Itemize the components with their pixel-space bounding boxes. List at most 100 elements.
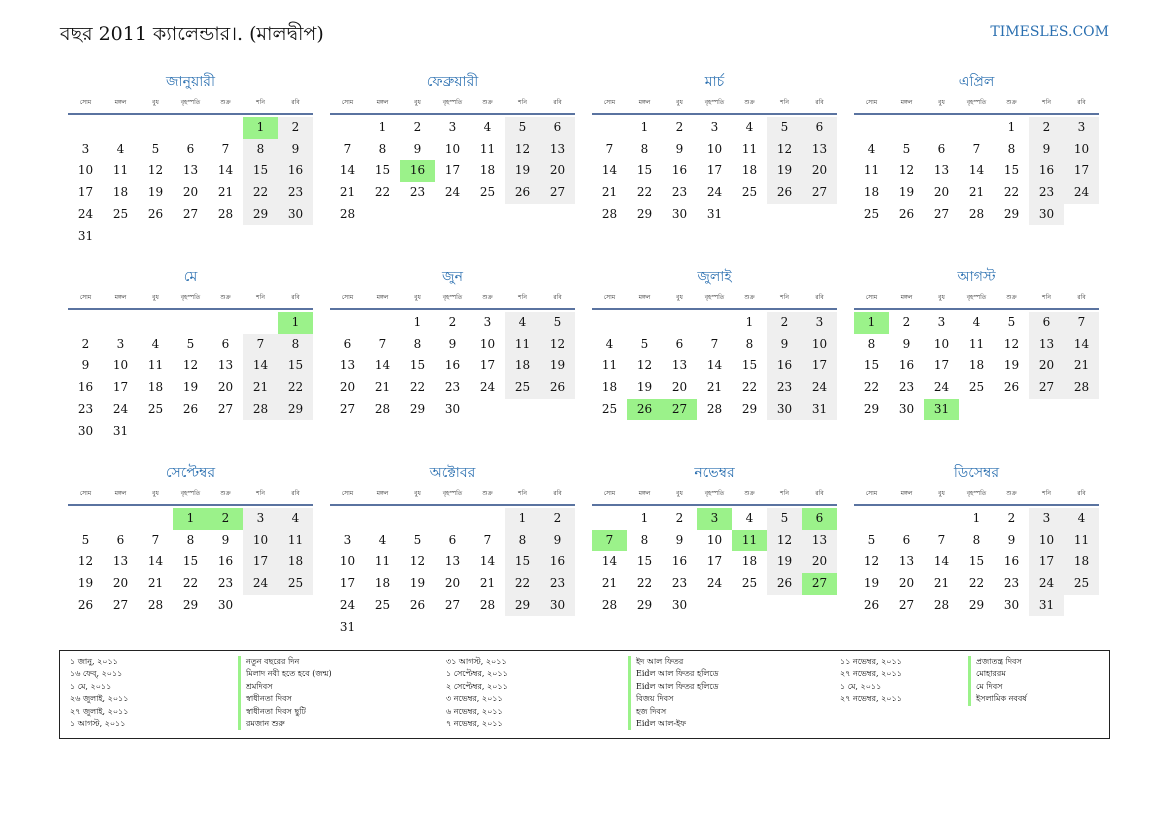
day-cell[interactable]: 17 — [933, 358, 950, 373]
day-cell[interactable]: 26 — [1003, 380, 1020, 395]
day-cell[interactable]: 15 — [243, 160, 278, 183]
day-cell[interactable]: 5 — [540, 312, 575, 334]
holiday-day-cell[interactable]: 7 — [592, 529, 627, 552]
day-cell[interactable]: 27 — [339, 401, 356, 416]
day-cell[interactable]: 25 — [863, 206, 880, 221]
day-cell[interactable]: 23 — [217, 576, 234, 591]
day-cell[interactable]: 30 — [444, 401, 461, 416]
day-cell[interactable]: 2 — [1029, 117, 1064, 139]
day-cell[interactable]: 18 — [278, 551, 313, 574]
day-cell[interactable]: 26 — [540, 377, 575, 399]
day-cell[interactable]: 24 — [706, 576, 723, 591]
day-cell[interactable]: 26 — [77, 597, 94, 612]
holiday-day-cell[interactable]: 27 — [662, 398, 697, 421]
day-cell[interactable]: 21 — [601, 576, 618, 591]
day-cell[interactable]: 18 — [1064, 551, 1099, 574]
holiday-day-cell[interactable]: 1 — [854, 312, 889, 334]
day-cell[interactable]: 14 — [147, 554, 164, 569]
day-cell[interactable]: 25 — [601, 401, 618, 416]
day-cell[interactable]: 18 — [112, 185, 129, 200]
day-cell[interactable]: 5 — [81, 532, 90, 547]
day-cell[interactable]: 29 — [182, 597, 199, 612]
day-cell[interactable]: 8 — [640, 532, 649, 547]
holiday-day-cell[interactable]: 1 — [278, 312, 313, 334]
day-cell[interactable]: 28 — [217, 206, 234, 221]
day-cell[interactable]: 21 — [968, 185, 985, 200]
day-cell[interactable]: 27 — [217, 401, 234, 416]
day-cell[interactable]: 11 — [863, 163, 880, 178]
day-cell[interactable]: 7 — [378, 336, 387, 351]
day-cell[interactable]: 28 — [243, 398, 278, 421]
day-cell[interactable]: 12 — [863, 554, 880, 569]
day-cell[interactable]: 6 — [675, 336, 684, 351]
day-cell[interactable]: 16 — [767, 355, 802, 378]
day-cell[interactable]: 24 — [1029, 573, 1064, 595]
day-cell[interactable]: 18 — [741, 554, 758, 569]
day-cell[interactable]: 14 — [243, 355, 278, 378]
day-cell[interactable]: 25 — [968, 380, 985, 395]
day-cell[interactable]: 2 — [1007, 511, 1016, 525]
day-cell[interactable]: 19 — [1003, 358, 1020, 373]
day-cell[interactable]: 30 — [898, 401, 915, 416]
day-cell[interactable]: 17 — [802, 355, 837, 378]
day-cell[interactable]: 2 — [540, 508, 575, 530]
day-cell[interactable]: 14 — [374, 358, 391, 373]
holiday-day-cell[interactable]: 1 — [173, 508, 208, 530]
day-cell[interactable]: 8 — [413, 336, 422, 351]
day-cell[interactable]: 1 — [1007, 120, 1016, 134]
holiday-day-cell[interactable]: 6 — [802, 508, 837, 530]
day-cell[interactable]: 13 — [339, 358, 356, 373]
day-cell[interactable]: 17 — [243, 551, 278, 574]
day-cell[interactable]: 20 — [217, 380, 234, 395]
day-cell[interactable]: 30 — [77, 423, 94, 438]
day-cell[interactable]: 9 — [278, 138, 313, 161]
day-cell[interactable]: 16 — [1003, 554, 1020, 569]
day-cell[interactable]: 18 — [863, 185, 880, 200]
day-cell[interactable]: 13 — [217, 358, 234, 373]
day-cell[interactable]: 21 — [339, 185, 356, 200]
day-cell[interactable]: 26 — [147, 206, 164, 221]
day-cell[interactable]: 20 — [933, 185, 950, 200]
day-cell[interactable]: 8 — [1007, 141, 1016, 156]
holiday-day-cell[interactable]: 26 — [627, 398, 662, 421]
day-cell[interactable]: 1 — [972, 511, 981, 525]
day-cell[interactable]: 25 — [479, 185, 496, 200]
day-cell[interactable]: 23 — [278, 182, 313, 204]
day-cell[interactable]: 4 — [1064, 508, 1099, 530]
day-cell[interactable]: 12 — [1003, 336, 1020, 351]
holiday-day-cell[interactable]: 3 — [697, 508, 732, 530]
day-cell[interactable]: 19 — [505, 160, 540, 183]
day-cell[interactable]: 23 — [671, 185, 688, 200]
day-cell[interactable]: 17 — [706, 163, 723, 178]
day-cell[interactable]: 3 — [81, 141, 90, 156]
day-cell[interactable]: 11 — [374, 554, 391, 569]
day-cell[interactable]: 6 — [186, 141, 195, 156]
day-cell[interactable]: 7 — [972, 141, 981, 156]
day-cell[interactable]: 24 — [339, 597, 356, 612]
day-cell[interactable]: 3 — [710, 120, 719, 134]
day-cell[interactable]: 8 — [278, 333, 313, 356]
day-cell[interactable]: 22 — [636, 185, 653, 200]
day-cell[interactable]: 10 — [1029, 529, 1064, 552]
day-cell[interactable]: 10 — [77, 163, 94, 178]
day-cell[interactable]: 10 — [339, 554, 356, 569]
day-cell[interactable]: 28 — [147, 597, 164, 612]
day-cell[interactable]: 27 — [1029, 377, 1064, 399]
day-cell[interactable]: 16 — [444, 358, 461, 373]
day-cell[interactable]: 28 — [479, 597, 496, 612]
day-cell[interactable]: 8 — [972, 532, 981, 547]
day-cell[interactable]: 4 — [745, 511, 754, 525]
day-cell[interactable]: 20 — [802, 160, 837, 183]
day-cell[interactable]: 24 — [706, 185, 723, 200]
day-cell[interactable]: 13 — [933, 163, 950, 178]
day-cell[interactable]: 28 — [339, 206, 356, 221]
day-cell[interactable]: 16 — [77, 380, 94, 395]
day-cell[interactable]: 20 — [339, 380, 356, 395]
day-cell[interactable]: 5 — [1007, 315, 1016, 329]
day-cell[interactable]: 28 — [968, 206, 985, 221]
day-cell[interactable]: 4 — [116, 141, 125, 156]
day-cell[interactable]: 29 — [243, 203, 278, 226]
day-cell[interactable]: 17 — [444, 163, 461, 178]
day-cell[interactable]: 12 — [767, 138, 802, 161]
day-cell[interactable]: 12 — [409, 554, 426, 569]
